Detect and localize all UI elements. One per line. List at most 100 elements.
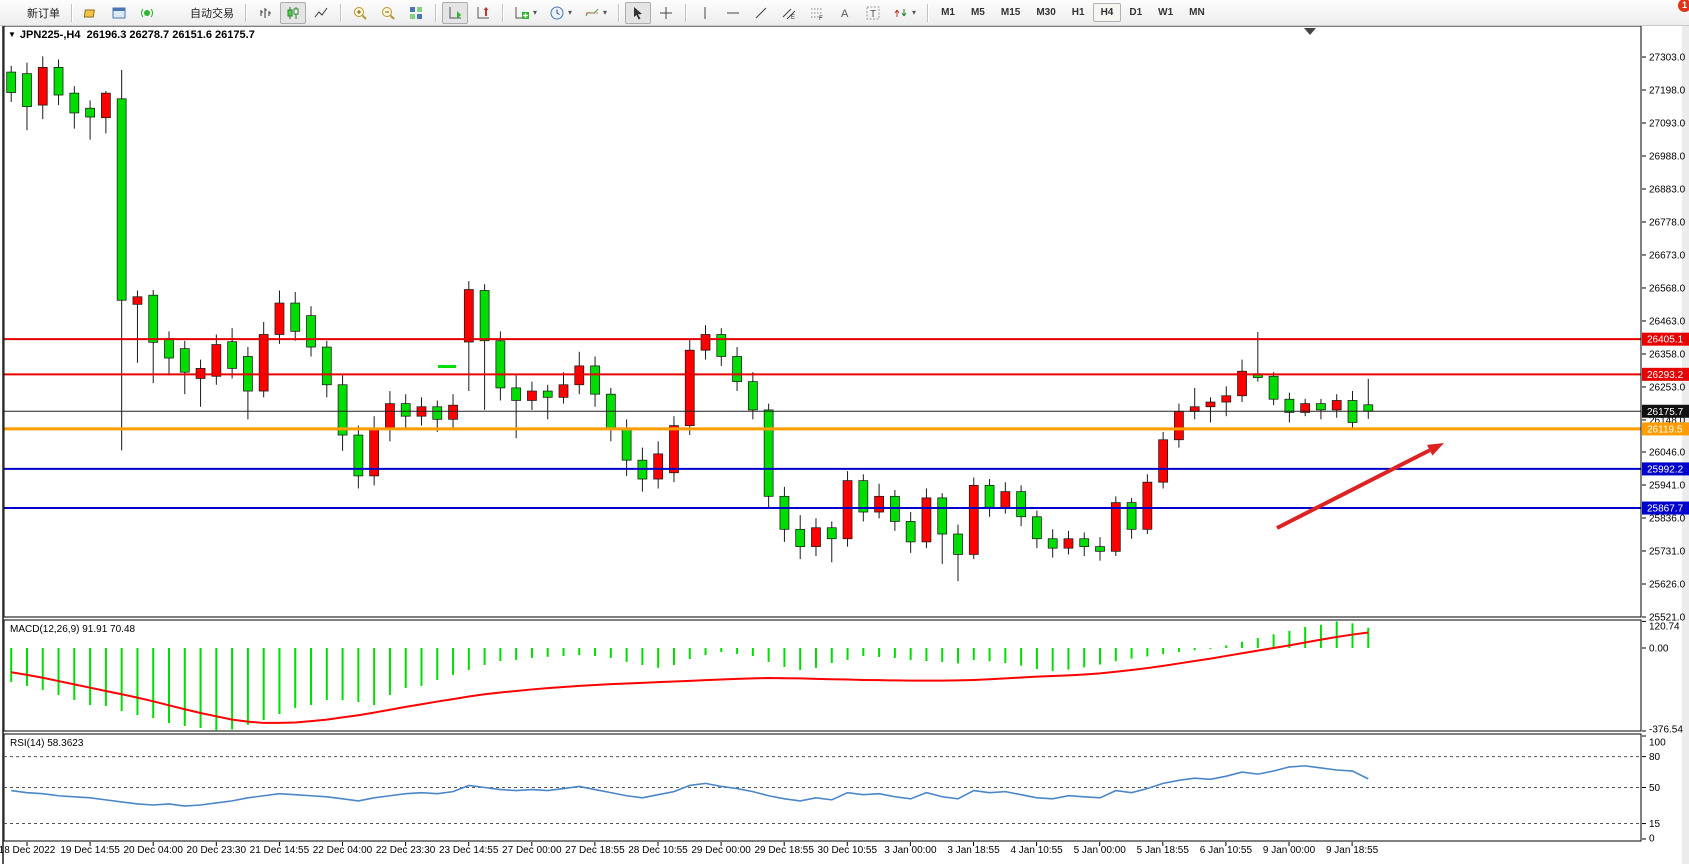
time-tick-label: 30 Dec 10:55 [818, 845, 878, 856]
candle-body [1016, 491, 1026, 518]
timeframe-w1-button[interactable]: W1 [1158, 7, 1174, 18]
price-tick-label: 25941.0 [1649, 481, 1686, 492]
chart-title: ▼ JPN225-,H4 26196.3 26278.7 26151.6 2617… [8, 29, 255, 41]
autotrading-icon [171, 5, 187, 21]
zoom-in-icon [352, 5, 368, 21]
price-tick-label: 26568.0 [1649, 283, 1686, 294]
candle-body [669, 425, 679, 474]
toolbar-separator [927, 3, 929, 22]
timeframe-m5-button[interactable]: M5 [970, 7, 985, 18]
trend-arrow-head[interactable] [1427, 443, 1444, 456]
zoom-out-icon [380, 5, 396, 21]
price-tick-label: 26148.0 [1649, 415, 1686, 426]
data-window-icon [111, 5, 127, 21]
candle-body [164, 338, 174, 359]
zoom-out-button[interactable] [375, 2, 401, 24]
line-chart-button[interactable] [308, 2, 334, 24]
toolbar-separator [71, 3, 72, 22]
price-tag-label: 26119.5 [1647, 424, 1683, 435]
chart-shift-button[interactable] [470, 2, 496, 24]
price-axis[interactable]: 27303.0 27198.0 27093.0 26988.0 26883.0 26778… [1642, 53, 1689, 845]
equidistant-channel-button[interactable]: E [776, 2, 802, 24]
bar-chart-icon [257, 5, 273, 21]
time-axis[interactable]: 18 Dec 2022 19 Dec 14:55 20 Dec 04:00 20 De… [0, 842, 1379, 856]
macd-panel-border [3, 619, 1642, 732]
data-window-button[interactable] [106, 2, 132, 24]
search-button[interactable] [1632, 2, 1658, 24]
timeframe-m1-button[interactable]: M1 [941, 7, 955, 18]
candle-body [1142, 481, 1153, 530]
candle-body [542, 390, 553, 398]
trend-arrow-line[interactable] [1276, 448, 1431, 530]
small-green-dash-object[interactable] [438, 365, 456, 368]
trendline-button[interactable] [748, 2, 774, 24]
fibonacci-button[interactable]: F [804, 2, 830, 24]
candle-body [937, 497, 948, 535]
text-label-button[interactable]: T [860, 2, 886, 24]
candle-body [558, 384, 569, 398]
chart-dropdown-icon[interactable]: ▼ [8, 30, 16, 39]
notifications-button[interactable]: 1 [1660, 0, 1689, 24]
vertical-line-button[interactable] [692, 2, 718, 24]
macd-tick-label: 0.00 [1649, 644, 1669, 655]
candle-body [527, 390, 537, 401]
bar-chart-button[interactable] [252, 2, 278, 24]
timeframe-d1-button[interactable]: D1 [1129, 7, 1143, 18]
time-tick-label: 3 Jan 18:55 [947, 845, 1000, 856]
candle-body [858, 480, 869, 513]
rsi-tick-label: 100 [1649, 738, 1666, 749]
price-tag-label: 25992.2 [1647, 464, 1684, 475]
candle-body [211, 344, 222, 377]
chart-shift-marker[interactable] [1304, 28, 1316, 35]
time-tick-label: 28 Dec 10:55 [628, 845, 688, 856]
timeframe-m30-button[interactable]: M30 [1036, 7, 1056, 18]
new-chart-button[interactable]: ▾ [509, 2, 542, 24]
candle-body [1000, 491, 1011, 508]
navigator-button[interactable] [134, 2, 160, 24]
price-tag [1642, 367, 1689, 381]
tile-windows-button[interactable] [403, 2, 429, 24]
candle-body [1363, 404, 1374, 412]
timeframe-h4-button[interactable]: H4 [1092, 3, 1122, 22]
new-order-button[interactable]: 新订单 [3, 2, 65, 24]
zoom-in-button[interactable] [347, 2, 373, 24]
trendline-icon [753, 5, 769, 21]
candle-body [716, 334, 727, 357]
candle-body [337, 384, 348, 436]
candle-body [1221, 395, 1232, 403]
autotrading-button[interactable]: 自动交易 [166, 2, 239, 24]
toolbar-separator [340, 3, 341, 22]
price-tag [1642, 501, 1689, 515]
text-button[interactable]: A [832, 2, 858, 24]
crosshair-button[interactable] [653, 2, 679, 24]
market-watch-button[interactable] [78, 2, 104, 24]
candle-body [700, 334, 711, 351]
candle-body [132, 296, 143, 305]
auto-scroll-button[interactable] [442, 1, 468, 24]
price-tag [1642, 332, 1689, 346]
chart-canvas[interactable]: 27303.0 27198.0 27093.0 26988.0 26883.0 26778… [0, 26, 1689, 864]
market-watch-icon [83, 5, 99, 21]
indicators-button[interactable]: ▾ [579, 2, 612, 24]
toolbar-separator [245, 3, 246, 22]
horizontal-line-button[interactable] [720, 2, 746, 24]
candle-body [69, 92, 80, 114]
candle-body [353, 434, 364, 477]
time-tick-label: 5 Jan 00:00 [1074, 845, 1127, 856]
profiles-clock-button[interactable]: ▾ [544, 2, 577, 24]
timeframe-mn-button[interactable]: MN [1189, 7, 1205, 18]
timeframe-h1-button[interactable]: H1 [1071, 7, 1085, 18]
candle-body [463, 289, 474, 343]
timeframe-m15-button[interactable]: M15 [1000, 7, 1021, 18]
macd-signal-line [11, 631, 1369, 724]
macd-histogram [10, 621, 1370, 731]
time-tick-label: 27 Dec 18:55 [565, 845, 625, 856]
price-tag [1642, 462, 1689, 476]
chart-shift-icon [475, 5, 491, 21]
cursor-button[interactable] [625, 1, 652, 24]
candlestick-chart-button[interactable] [280, 1, 306, 24]
candle-body [1110, 502, 1121, 552]
arrows-button[interactable]: ▾ [888, 2, 921, 24]
right-scroll-strip[interactable] [1682, 26, 1689, 864]
candle-body [22, 73, 32, 108]
